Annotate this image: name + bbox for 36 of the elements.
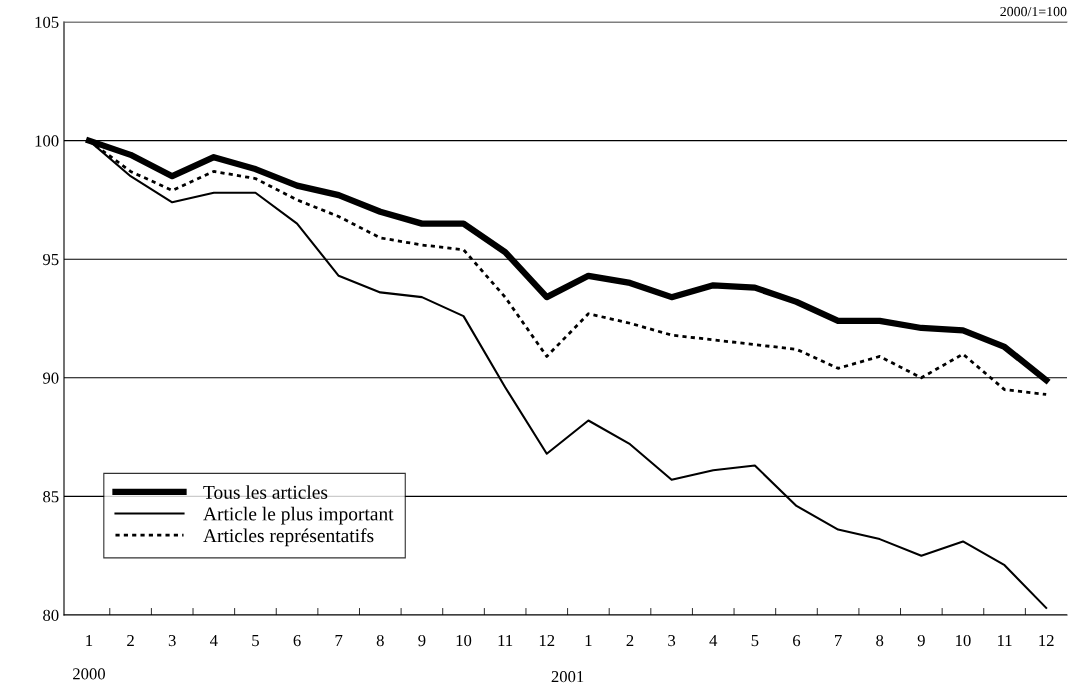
x-tick-label: 4: [209, 635, 218, 647]
x-tick-label: 6: [793, 634, 801, 647]
x-tick-label: 9: [917, 634, 925, 647]
x-tick-label: 2: [127, 634, 134, 647]
text: 2000/1=100: [1000, 6, 1067, 17]
x-tick-label: 5: [751, 635, 759, 647]
x-tick-label: 7: [835, 635, 842, 647]
x-tick-label: 1: [585, 635, 592, 647]
text: 2001: [551, 671, 584, 683]
legend-label: Articles représentatifs: [203, 528, 374, 547]
x-tick-label: 3: [168, 634, 176, 647]
x-tick-label: 7: [335, 635, 343, 647]
x-tick-label: 1: [86, 635, 93, 647]
y-tick-label: 90: [43, 372, 59, 384]
x-tick-label: 6: [293, 634, 301, 647]
x-tick-label: 4: [709, 635, 718, 647]
x-tick-label: 11: [998, 635, 1012, 647]
y-tick-label: 80: [43, 609, 59, 621]
text: 2000: [73, 668, 105, 680]
x-tick-label: 8: [876, 634, 884, 647]
x-tick-label: 11: [498, 635, 513, 647]
y-tick-label: 85: [43, 491, 59, 503]
x-tick-label: 8: [376, 634, 384, 647]
x-tick-label: 10: [956, 634, 971, 647]
x-tick-label: 2: [626, 634, 634, 647]
legend-label: Tous les articles: [203, 485, 328, 499]
y-tick-label: 95: [43, 253, 59, 266]
x-tick-label: 12: [1039, 634, 1054, 647]
y-tick-label: 100: [35, 135, 59, 147]
x-tick-label: 10: [456, 634, 472, 647]
x-tick-label: 5: [252, 635, 259, 647]
x-tick-label: 3: [668, 634, 676, 647]
x-tick-label: 9: [418, 634, 426, 647]
legend-label: Article le plus important: [203, 506, 394, 525]
x-tick-label: 12: [539, 634, 555, 647]
y-tick-label: 105: [35, 16, 59, 28]
